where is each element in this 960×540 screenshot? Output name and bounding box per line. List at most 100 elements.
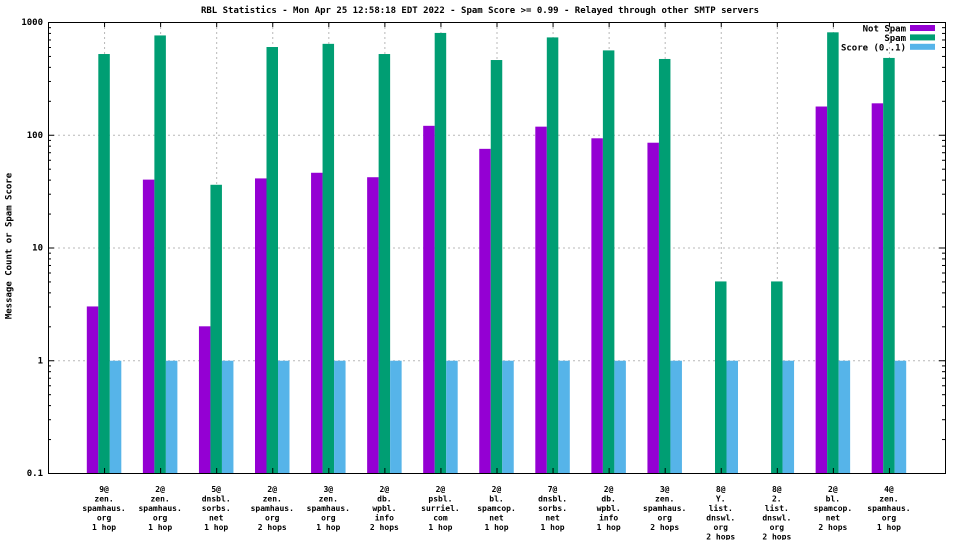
x-category-label: org: [882, 514, 897, 523]
x-category-label: db.: [601, 495, 615, 504]
x-category-label: bl.: [826, 495, 840, 504]
x-category-label: 2@: [492, 485, 502, 494]
x-category-label: bl.: [489, 495, 503, 504]
bar-score-0-1: [221, 360, 234, 473]
x-category-label: 2@: [604, 485, 614, 494]
x-category-label: 2 hops: [370, 523, 399, 532]
x-category-label: zen.: [263, 495, 282, 504]
x-category-label: org: [770, 523, 785, 532]
bar-score-0-1: [894, 360, 907, 473]
bar-spam: [490, 60, 503, 474]
x-category-label: spamhaus.: [307, 504, 350, 513]
x-category-label: spamhaus.: [251, 504, 294, 513]
bar-score-0-1: [165, 360, 178, 473]
x-category-label: zen.: [319, 495, 338, 504]
x-category-label: dnswl.: [706, 514, 735, 523]
x-category-label: org: [321, 514, 336, 523]
x-category-label: net: [545, 514, 560, 523]
bar-spam: [602, 50, 615, 473]
y-tick-label: 0.1: [27, 469, 43, 479]
legend-label: Spam: [884, 34, 906, 44]
bar-spam: [378, 54, 391, 474]
x-category-label: sorbs.: [202, 504, 231, 513]
x-category-label: 2@: [828, 485, 838, 494]
x-category-label: sorbs.: [538, 504, 567, 513]
bar-not-spam: [423, 125, 435, 473]
bar-spam: [210, 184, 222, 473]
x-category-label: 8@: [772, 485, 782, 494]
x-category-label: 2 hops: [762, 533, 791, 540]
x-category-label: net: [209, 514, 224, 523]
x-category-label: surriel.: [421, 503, 460, 513]
x-category-label: 2@: [380, 485, 390, 494]
bar-not-spam: [86, 306, 99, 473]
bar-spam: [715, 281, 727, 473]
x-category-label: zen.: [879, 495, 898, 504]
x-category-label: 4@: [884, 485, 894, 494]
x-category-label: 9@: [99, 485, 109, 494]
x-category-label: spamhaus.: [643, 504, 686, 513]
bar-score-0-1: [838, 360, 851, 473]
bar-spam: [98, 54, 110, 474]
x-category-label: db.: [377, 495, 391, 504]
x-category-label: org: [265, 514, 280, 523]
bar-score-0-1: [558, 360, 570, 473]
y-tick-label: 100: [27, 131, 43, 141]
x-category-label: info: [375, 513, 394, 523]
legend-swatch: [910, 43, 935, 50]
x-category-label: zen.: [150, 495, 169, 504]
bar-not-spam: [647, 142, 659, 473]
x-category-label: org: [657, 514, 672, 523]
x-category-label: 1 hop: [597, 523, 621, 532]
bar-spam: [546, 37, 559, 473]
bar-not-spam: [535, 126, 547, 474]
bar-score-0-1: [614, 360, 626, 473]
bar-spam: [827, 32, 839, 473]
legend-label: Score (0..1): [841, 43, 906, 53]
legend-label: Not Spam: [863, 25, 907, 35]
x-category-label: 1 hop: [877, 523, 901, 532]
x-category-label: 1 hop: [541, 523, 565, 532]
bar-score-0-1: [446, 360, 458, 473]
x-category-label: 3@: [660, 485, 670, 494]
legend-swatch: [910, 34, 935, 41]
bar-spam: [322, 43, 335, 473]
y-tick-label: 1: [38, 356, 43, 366]
x-category-label: 1 hop: [316, 523, 340, 532]
x-category-label: wpbl.: [372, 504, 396, 513]
x-category-label: org: [153, 514, 168, 523]
x-category-label: 2 hops: [818, 523, 847, 532]
x-category-label: org: [714, 523, 729, 532]
x-category-label: 5@: [211, 485, 221, 494]
x-category-label: 8@: [716, 485, 726, 494]
x-category-label: 1 hop: [148, 523, 172, 532]
x-category-label: dnswl.: [762, 514, 791, 523]
x-category-label: net: [489, 514, 504, 523]
x-category-label: 7@: [548, 485, 558, 494]
x-category-label: dnsbl.: [538, 495, 567, 504]
x-category-label: 1 hop: [92, 523, 116, 532]
x-category-label: zen.: [655, 495, 674, 504]
x-category-label: spamcop.: [814, 504, 853, 513]
x-category-label: 2 hops: [706, 533, 735, 540]
x-category-label: 3@: [323, 485, 333, 494]
bar-not-spam: [815, 106, 828, 474]
chart-title: RBL Statistics - Mon Apr 25 12:58:18 EDT…: [200, 6, 760, 16]
bar-score-0-1: [278, 360, 290, 473]
bar-not-spam: [871, 103, 884, 473]
x-category-label: 2@: [436, 485, 446, 494]
legend-swatch: [910, 25, 935, 31]
x-category-label: Y.: [716, 495, 726, 504]
bar-spam: [266, 47, 278, 473]
x-category-label: list.: [709, 503, 733, 513]
x-category-label: info: [599, 513, 618, 523]
bar-spam: [154, 35, 166, 473]
bar-not-spam: [311, 172, 323, 473]
y-tick-label: 1000: [21, 18, 43, 28]
x-category-label: 1 hop: [484, 523, 508, 532]
x-category-label: 1 hop: [428, 523, 452, 532]
bar-score-0-1: [390, 360, 402, 473]
bar-spam: [883, 57, 895, 473]
bar-not-spam: [591, 138, 603, 474]
